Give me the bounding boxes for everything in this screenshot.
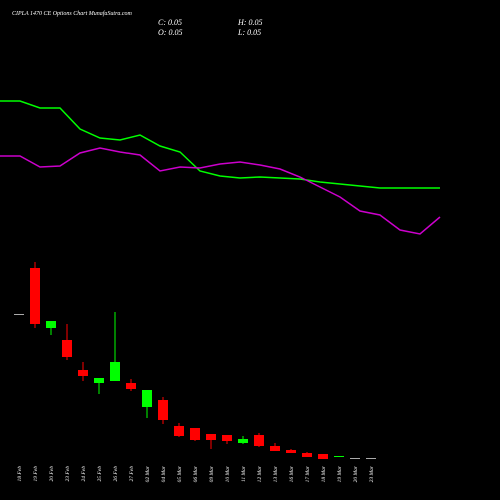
x-tick-label: 18 Feb — [17, 466, 23, 482]
candle-body — [142, 390, 152, 407]
x-tick-label: 27 Feb — [129, 466, 135, 482]
chart-title: CIPLA 1470 CE Options Chart MunafaSutra.… — [12, 10, 133, 17]
x-tick-label: 04 Mar — [160, 465, 167, 482]
candle-body — [126, 383, 136, 389]
candle-body — [62, 340, 72, 357]
candle-body — [14, 314, 24, 315]
x-tick-label: 10 Mar — [225, 465, 231, 482]
candle-body — [254, 435, 264, 446]
x-tick-label: 20 Mar — [353, 465, 359, 482]
x-tick-label: 23 Mar — [369, 465, 375, 482]
x-tick-label: 06 Mar — [193, 465, 199, 482]
candle-body — [270, 446, 280, 451]
x-tick-label: 20 Feb — [49, 466, 55, 482]
x-tick-label: 13 Mar — [273, 465, 279, 482]
x-tick-label: 02 Mar — [145, 465, 151, 482]
x-tick-label: 12 Mar — [257, 465, 263, 482]
x-tick-label: 16 Mar — [289, 465, 295, 482]
candle-body — [46, 321, 56, 328]
candle-body — [190, 428, 200, 440]
candle-body — [286, 450, 296, 453]
indicator-line — [0, 100, 440, 189]
x-tick-label: 18 Mar — [321, 465, 327, 482]
candle-body — [174, 426, 184, 436]
candle-body — [302, 453, 312, 457]
candle-body — [222, 435, 232, 441]
candle-body — [30, 268, 40, 324]
x-tick-label: 24 Feb — [80, 466, 87, 482]
candle-body — [318, 454, 328, 459]
candle-body — [206, 434, 216, 440]
ohlc-label: H: 0.05 — [237, 18, 262, 27]
x-tick-label: 05 Mar — [177, 465, 183, 482]
candle-body — [94, 378, 104, 383]
ohlc-label: O: 0.05 — [158, 28, 182, 37]
candle-body — [238, 439, 248, 443]
candle-body — [78, 370, 88, 376]
x-tick-label: 09 Mar — [209, 465, 215, 482]
candle-body — [334, 456, 344, 457]
candle-body — [158, 400, 168, 420]
x-tick-label: 23 Feb — [65, 466, 71, 482]
candle-body — [110, 362, 120, 381]
x-tick-label: 11 Mar — [241, 465, 247, 482]
candle-body — [350, 458, 360, 459]
x-tick-label: 19 Mar — [337, 465, 343, 482]
x-tick-label: 26 Feb — [113, 466, 119, 482]
ohlc-label: L: 0.05 — [237, 28, 261, 37]
x-tick-label: 17 Mar — [305, 465, 311, 482]
candle-body — [366, 458, 376, 459]
x-tick-label: 19 Feb — [33, 466, 39, 482]
ohlc-label: C: 0.05 — [158, 18, 182, 27]
x-tick-label: 25 Feb — [97, 466, 103, 482]
indicator-line — [0, 147, 441, 235]
